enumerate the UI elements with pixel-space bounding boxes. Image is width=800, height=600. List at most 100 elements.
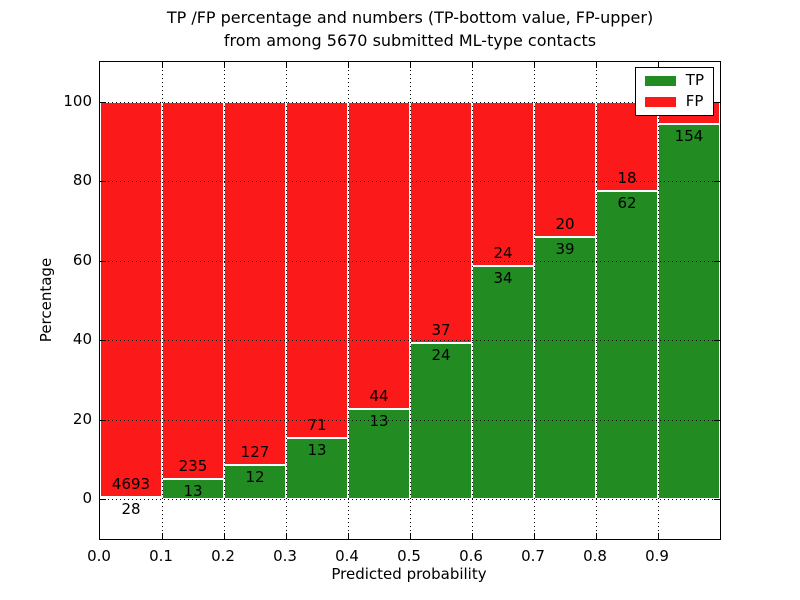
- fp-count-label: 71: [307, 415, 327, 434]
- x-gridline: [472, 62, 473, 539]
- tp-count-label: 13: [369, 411, 389, 430]
- x-tick-label: 0.4: [335, 547, 359, 565]
- x-gridline: [410, 62, 411, 539]
- y-tick-right: [714, 340, 720, 342]
- x-tick-bottom: [410, 533, 411, 539]
- bar-segment-tp: [348, 408, 410, 500]
- legend: TP FP: [634, 67, 714, 116]
- bar-segment-fp: [100, 101, 162, 497]
- x-tick-top: [162, 62, 163, 68]
- x-axis-label: Predicted probability: [331, 565, 487, 583]
- x-tick-bottom: [472, 533, 473, 539]
- tp-count-label: 34: [493, 269, 513, 288]
- fp-count-label: 18: [617, 169, 637, 188]
- y-tick-right: [714, 499, 720, 501]
- bar-segment-tp: [596, 191, 658, 500]
- x-tick-bottom: [596, 533, 597, 539]
- tp-count-label: 12: [245, 468, 265, 487]
- y-tick-left: [100, 181, 106, 183]
- y-tick-left: [100, 101, 106, 103]
- y-tick-left: [100, 260, 106, 262]
- chart-title-line-2: from among 5670 submitted ML-type contac…: [223, 31, 597, 50]
- fp-count-label: 127: [240, 443, 270, 462]
- x-tick-bottom: [658, 533, 659, 539]
- bar-labels-layer: 4693 28 235 13 127 12 71 13 44 13 37 24 24 34 20 39 18 62…: [100, 62, 720, 539]
- tp-count-label: 39: [555, 239, 575, 258]
- y-tick-right: [714, 101, 720, 103]
- x-tick-top: [472, 62, 473, 68]
- y-tick-right: [714, 419, 720, 421]
- y-tick-left: [100, 419, 106, 421]
- x-tick-label: 0.8: [583, 547, 607, 565]
- legend-entry-fp: FP: [644, 92, 704, 110]
- x-gridline: [658, 62, 659, 539]
- x-tick-label: 0.0: [87, 547, 111, 565]
- plot-inner: 4693 28 235 13 127 12 71 13 44 13 37 24 24 34 20 39 18 62…: [100, 62, 720, 539]
- y-tick-label: 40: [72, 330, 92, 349]
- fp-count-label: 235: [178, 456, 208, 475]
- legend-entry-tp: TP: [644, 71, 704, 89]
- chart-title-line-1: TP /FP percentage and numbers (TP-bottom…: [166, 8, 654, 27]
- x-tick-label: 0.6: [459, 547, 483, 565]
- bar-segment-fp: [410, 101, 472, 344]
- bar-segment-fp: [534, 101, 596, 237]
- bar-segment-tp: [534, 236, 596, 500]
- y-tick-label: 20: [72, 409, 92, 428]
- x-tick-label: 0.9: [645, 547, 669, 565]
- x-tick-label: 0.7: [521, 547, 545, 565]
- legend-swatch-tp-icon: [644, 75, 676, 86]
- bar-segment-tp: [658, 123, 720, 500]
- x-tick-label: 0.5: [397, 547, 421, 565]
- grid-layer: [100, 62, 720, 539]
- fp-count-label: 37: [431, 321, 451, 340]
- x-tick-bottom: [162, 533, 163, 539]
- x-tick-bottom: [286, 533, 287, 539]
- bar-segment-tp: [100, 496, 162, 500]
- y-tick-label: 60: [72, 250, 92, 269]
- tp-count-label: 154: [674, 126, 704, 145]
- x-tick-top: [224, 62, 225, 68]
- x-gridline: [596, 62, 597, 539]
- x-tick-top: [534, 62, 535, 68]
- y-tick-label: 100: [63, 91, 92, 110]
- y-tick-right: [714, 181, 720, 183]
- x-tick-label: 0.3: [273, 547, 297, 565]
- x-tick-label: 0.1: [149, 547, 173, 565]
- y-tick-left: [100, 499, 106, 501]
- tp-count-label: 62: [617, 194, 637, 213]
- fp-count-label: 4693: [111, 474, 151, 493]
- x-gridline: [348, 62, 349, 539]
- fp-count-label: 44: [369, 386, 389, 405]
- x-gridline: [162, 62, 163, 539]
- x-tick-top: [286, 62, 287, 68]
- fp-count-label: 24: [493, 244, 513, 263]
- x-tick-top: [410, 62, 411, 68]
- x-tick-bottom: [224, 533, 225, 539]
- y-tick-left: [100, 340, 106, 342]
- tp-count-label: 13: [183, 481, 203, 500]
- x-tick-top: [596, 62, 597, 68]
- x-tick-bottom: [534, 533, 535, 539]
- y-tick-label: 80: [72, 171, 92, 190]
- tick-marks-layer: [100, 62, 720, 539]
- x-gridline: [224, 62, 225, 539]
- x-tick-bottom: [348, 533, 349, 539]
- x-tick-top: [348, 62, 349, 68]
- fp-count-label: 20: [555, 214, 575, 233]
- legend-swatch-fp-icon: [644, 96, 676, 107]
- legend-label-tp: TP: [685, 71, 704, 89]
- tp-count-label: 28: [121, 499, 141, 518]
- tp-count-label: 13: [307, 440, 327, 459]
- bar-segment-tp: [410, 343, 472, 500]
- x-gridline: [286, 62, 287, 539]
- plot-area: 4693 28 235 13 127 12 71 13 44 13 37 24 24 34 20 39 18 62…: [99, 61, 721, 540]
- y-tick-right: [714, 260, 720, 262]
- tp-count-label: 24: [431, 346, 451, 365]
- chart-title: TP /FP percentage and numbers (TP-bottom…: [90, 6, 730, 52]
- bar-segment-fp: [596, 101, 658, 192]
- legend-label-fp: FP: [685, 92, 704, 110]
- y-tick-label: 0: [82, 489, 92, 508]
- x-gridline: [534, 62, 535, 539]
- x-tick-label: 0.2: [211, 547, 235, 565]
